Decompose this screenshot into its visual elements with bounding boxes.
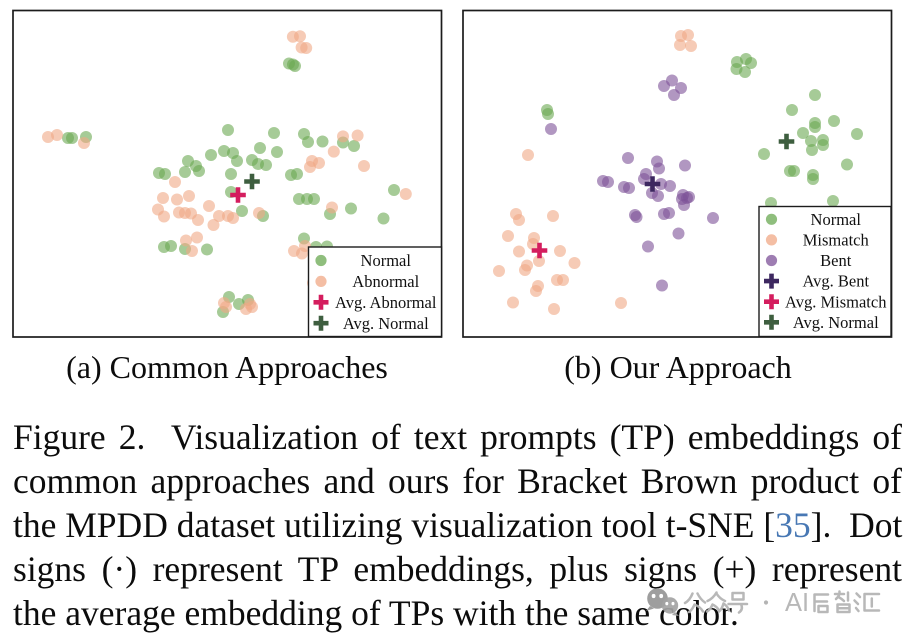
svg-text:Avg. Normal: Avg. Normal <box>793 313 879 332</box>
svg-text:Abnormal: Abnormal <box>352 272 419 291</box>
svg-text:Avg. Bent: Avg. Bent <box>802 272 869 291</box>
svg-text:Normal: Normal <box>811 210 862 229</box>
svg-text:Mismatch: Mismatch <box>803 231 870 250</box>
svg-text:Avg. Abnormal: Avg. Abnormal <box>335 293 437 312</box>
svg-text:Bent: Bent <box>820 251 852 270</box>
svg-text:Avg. Normal: Avg. Normal <box>343 314 429 333</box>
svg-text:AI: AI <box>785 589 809 617</box>
svg-text:Normal: Normal <box>361 251 412 270</box>
svg-text:Avg. Mismatch: Avg. Mismatch <box>785 292 887 311</box>
